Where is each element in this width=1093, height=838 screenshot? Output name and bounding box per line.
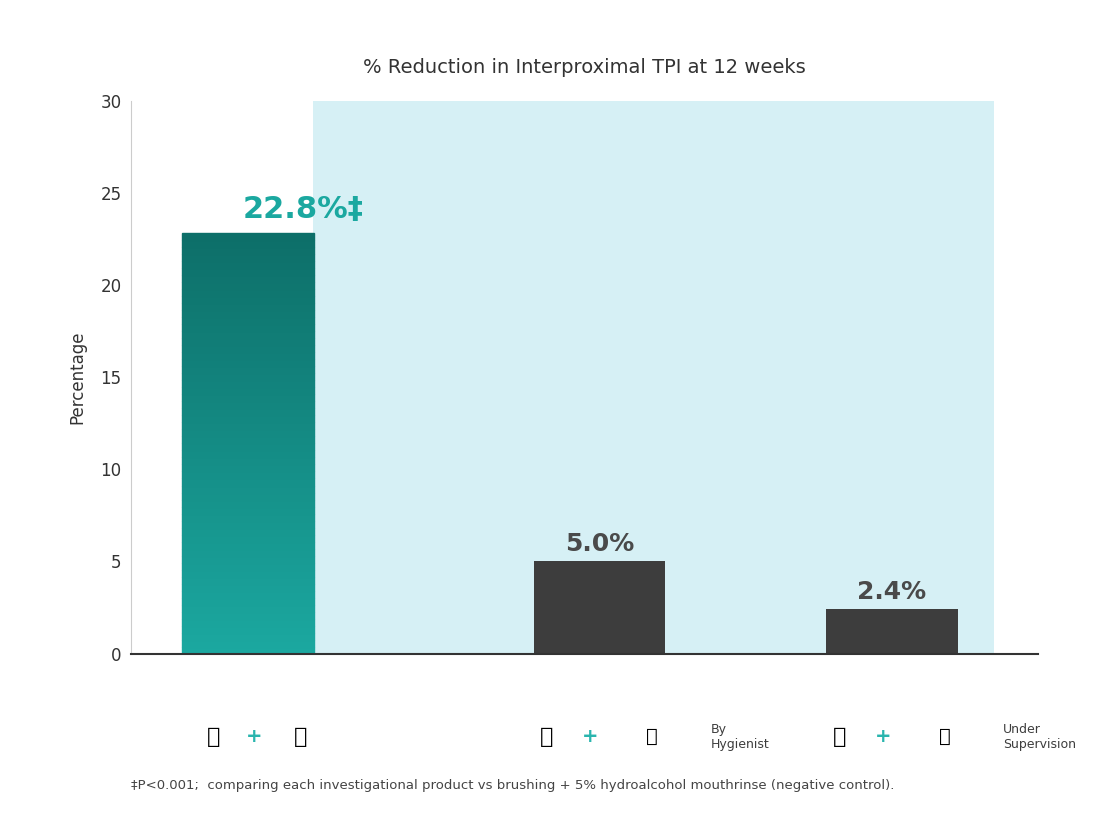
Bar — [183, 583, 314, 591]
Text: 🪥: 🪥 — [207, 727, 220, 747]
Bar — [183, 577, 314, 583]
Text: +: + — [875, 727, 892, 746]
Bar — [183, 408, 314, 416]
Bar — [183, 261, 314, 268]
Bar — [183, 387, 314, 395]
Y-axis label: Percentage: Percentage — [69, 330, 86, 424]
Text: +: + — [246, 727, 262, 746]
Bar — [183, 339, 314, 345]
Bar — [183, 618, 314, 626]
Bar — [183, 451, 314, 458]
Bar — [183, 493, 314, 499]
Bar — [183, 472, 314, 478]
Text: 🪥: 🪥 — [833, 727, 846, 747]
Bar — [183, 401, 314, 408]
Text: +: + — [583, 727, 599, 746]
Bar — [183, 626, 314, 633]
Bar — [183, 597, 314, 604]
Text: 🧵: 🧵 — [939, 727, 951, 746]
Bar — [183, 549, 314, 556]
Bar — [183, 310, 314, 318]
Bar — [183, 380, 314, 387]
Bar — [183, 570, 314, 577]
Text: 🧴: 🧴 — [294, 727, 307, 747]
Text: 5.0%: 5.0% — [565, 532, 634, 556]
Bar — [183, 464, 314, 472]
Bar — [183, 499, 314, 506]
Bar — [183, 443, 314, 451]
Bar — [183, 353, 314, 360]
Bar — [183, 422, 314, 429]
Bar — [183, 360, 314, 366]
Title: % Reduction in Interproximal TPI at 12 weeks: % Reduction in Interproximal TPI at 12 w… — [363, 58, 807, 77]
Bar — [183, 528, 314, 535]
Bar — [183, 458, 314, 464]
Text: 🧵: 🧵 — [646, 727, 658, 746]
Bar — [183, 591, 314, 597]
Bar — [183, 541, 314, 549]
Bar — [183, 520, 314, 528]
Bar — [183, 268, 314, 276]
Bar — [183, 254, 314, 261]
Bar — [183, 429, 314, 437]
Bar — [183, 318, 314, 324]
Bar — [183, 345, 314, 353]
Bar — [183, 437, 314, 443]
Bar — [183, 276, 314, 282]
Bar — [183, 485, 314, 493]
Text: 2.4%: 2.4% — [858, 580, 927, 604]
Bar — [183, 395, 314, 401]
Bar — [183, 374, 314, 380]
Bar — [183, 506, 314, 514]
Bar — [183, 241, 314, 247]
Bar — [533, 561, 666, 654]
Bar — [183, 233, 314, 241]
Bar — [826, 609, 957, 654]
Bar — [183, 289, 314, 297]
Bar — [183, 331, 314, 339]
Bar — [183, 562, 314, 570]
Text: 🪥: 🪥 — [540, 727, 553, 747]
Bar — [183, 303, 314, 310]
Bar — [183, 297, 314, 303]
Text: ‡P<0.001;  comparing each investigational product vs brushing + 5% hydroalcohol : ‡P<0.001; comparing each investigational… — [131, 779, 894, 792]
Bar — [183, 324, 314, 331]
Bar — [183, 416, 314, 422]
Bar — [183, 556, 314, 562]
Bar — [183, 535, 314, 541]
Bar — [183, 604, 314, 612]
Text: 22.8%‡: 22.8%‡ — [243, 195, 363, 224]
Text: By
Hygienist: By Hygienist — [710, 722, 769, 751]
Bar — [183, 639, 314, 647]
Bar — [183, 612, 314, 618]
Bar — [183, 514, 314, 520]
Bar — [183, 478, 314, 485]
Bar — [183, 366, 314, 374]
Bar — [183, 247, 314, 254]
Bar — [313, 101, 995, 654]
Bar — [183, 633, 314, 639]
Bar — [183, 647, 314, 654]
Text: Under
Supervision: Under Supervision — [1003, 722, 1077, 751]
Bar — [183, 282, 314, 289]
